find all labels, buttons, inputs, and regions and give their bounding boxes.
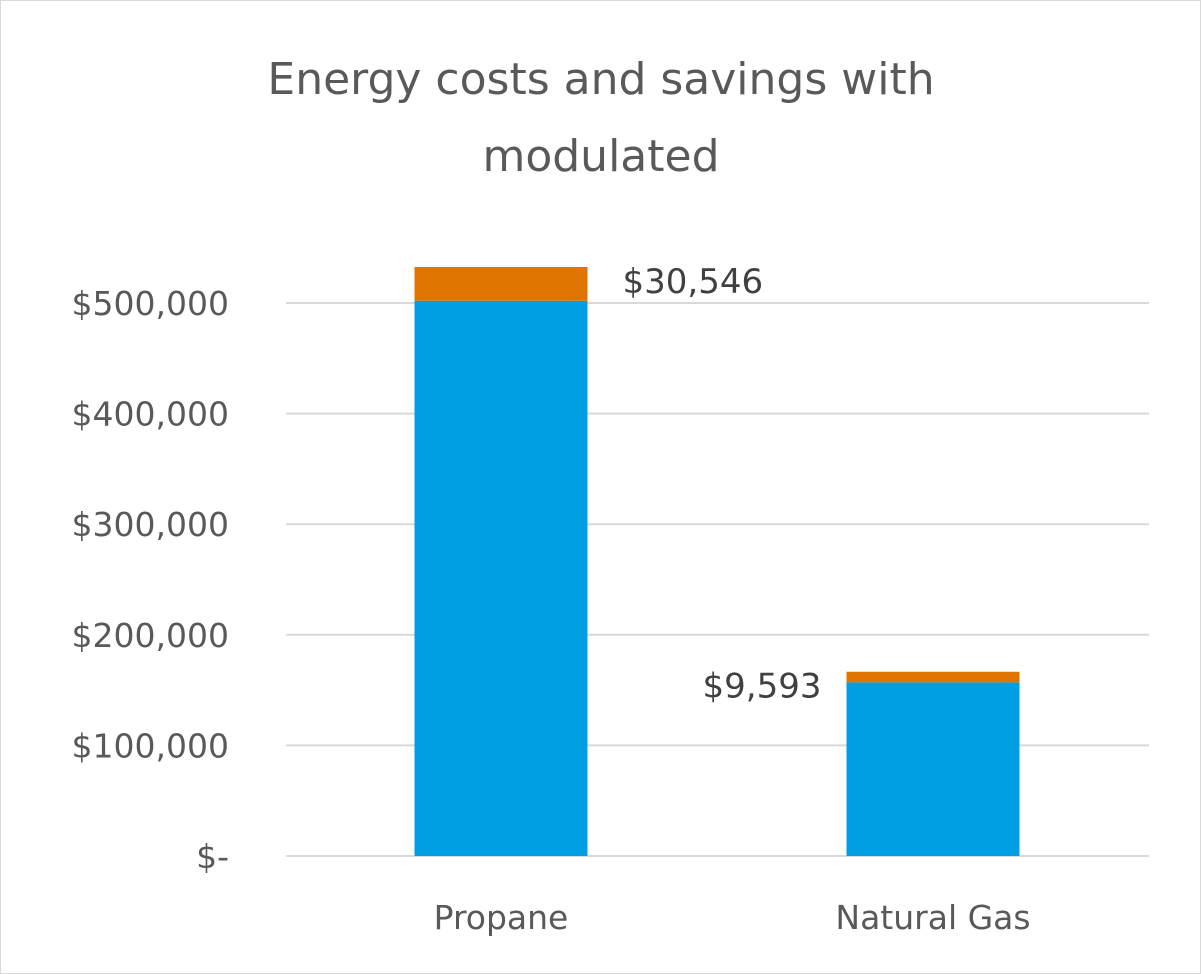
bar-savings [414,267,588,301]
y-tick-label: $300,000 [72,505,229,544]
y-tick-label: $400,000 [72,395,229,434]
y-tick-label: $100,000 [72,726,229,765]
bar-cost [846,682,1020,856]
bar-cost [414,300,588,857]
data-label: $9,593 [703,667,822,707]
y-tick-label: $- [196,837,229,876]
y-tick-label: $200,000 [72,616,229,655]
x-category-label: Propane [434,898,569,937]
bar-savings [846,671,1020,683]
x-category-label: Natural Gas [835,898,1030,937]
chart-title-line-1: Energy costs and savings with [267,54,934,105]
y-tick-label: $500,000 [72,284,229,323]
chart-title-line-2: modulated [482,131,719,182]
data-label: $30,546 [623,262,764,302]
